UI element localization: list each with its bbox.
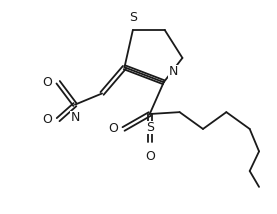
Text: O: O [43, 76, 53, 89]
Text: S: S [146, 120, 154, 134]
Text: O: O [145, 150, 155, 162]
Text: S: S [129, 11, 137, 24]
Text: O: O [108, 122, 118, 135]
Text: N: N [168, 65, 178, 79]
Text: N: N [70, 111, 80, 124]
Text: O: O [43, 113, 53, 126]
